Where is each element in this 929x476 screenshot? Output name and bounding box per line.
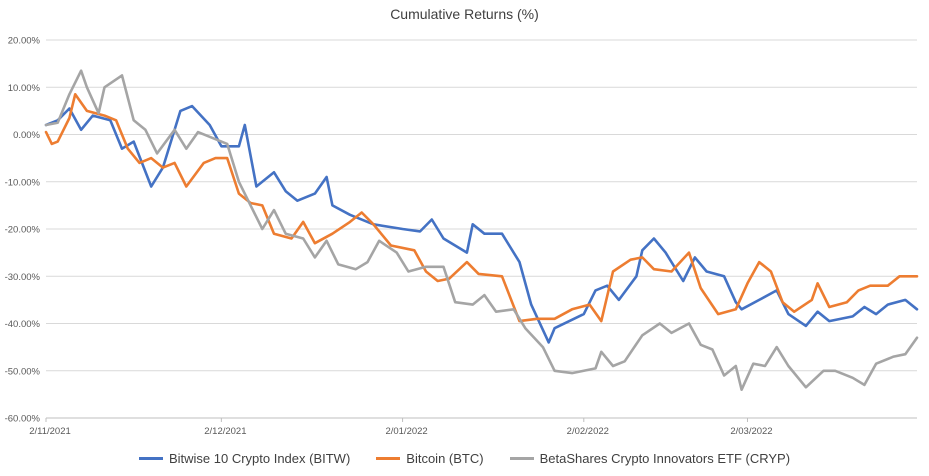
y-tick-label: 0.00% <box>13 130 40 141</box>
legend-swatch <box>376 457 401 460</box>
y-tick-label: -60.00% <box>5 414 41 425</box>
y-tick-label: 20.00% <box>8 36 41 47</box>
y-tick-label: -50.00% <box>5 366 41 377</box>
y-tick-label: -40.00% <box>5 319 41 330</box>
y-tick-label: -20.00% <box>5 225 41 236</box>
legend-label: Bitcoin (BTC) <box>406 451 484 466</box>
x-tick-label: 2/12/2021 <box>204 426 246 437</box>
legend-label: BetaShares Crypto Innovators ETF (CRYP) <box>539 451 791 466</box>
chart-title: Cumulative Returns (%) <box>390 6 539 22</box>
legend-item-1: Bitwise 10 Crypto Index (BITW) <box>138 451 351 466</box>
legend-label: Bitwise 10 Crypto Index (BITW) <box>168 451 351 466</box>
axes: 20.00% 10.00% 0.00% -10.00% -20.00% -30.00% -4… <box>5 36 917 437</box>
legend-swatch <box>509 457 534 460</box>
legend-item-3: BetaShares Crypto Innovators ETF (CRYP) <box>509 451 791 466</box>
series-line-1 <box>44 104 919 344</box>
legend-item-2: Bitcoin (BTC) <box>376 451 484 466</box>
x-tick-label: 2/11/2021 <box>29 426 71 437</box>
y-tick-label: -10.00% <box>5 177 41 188</box>
legend-swatch <box>138 457 163 460</box>
x-tick-label: 2/02/2022 <box>567 426 609 437</box>
y-tick-label: -30.00% <box>5 272 41 283</box>
series-line-2 <box>44 93 919 323</box>
series-line-3 <box>44 69 919 392</box>
line-chart: 20.00% 10.00% 0.00% -10.00% -20.00% -30.00% -4… <box>5 36 919 437</box>
y-tick-label: 10.00% <box>8 83 41 94</box>
x-tick-label: 2/03/2022 <box>730 426 772 437</box>
series-lines <box>44 69 919 392</box>
legend: Bitwise 10 Crypto Index (BITW) Bitcoin (B… <box>0 451 929 466</box>
x-tick-label: 2/01/2022 <box>385 426 427 437</box>
